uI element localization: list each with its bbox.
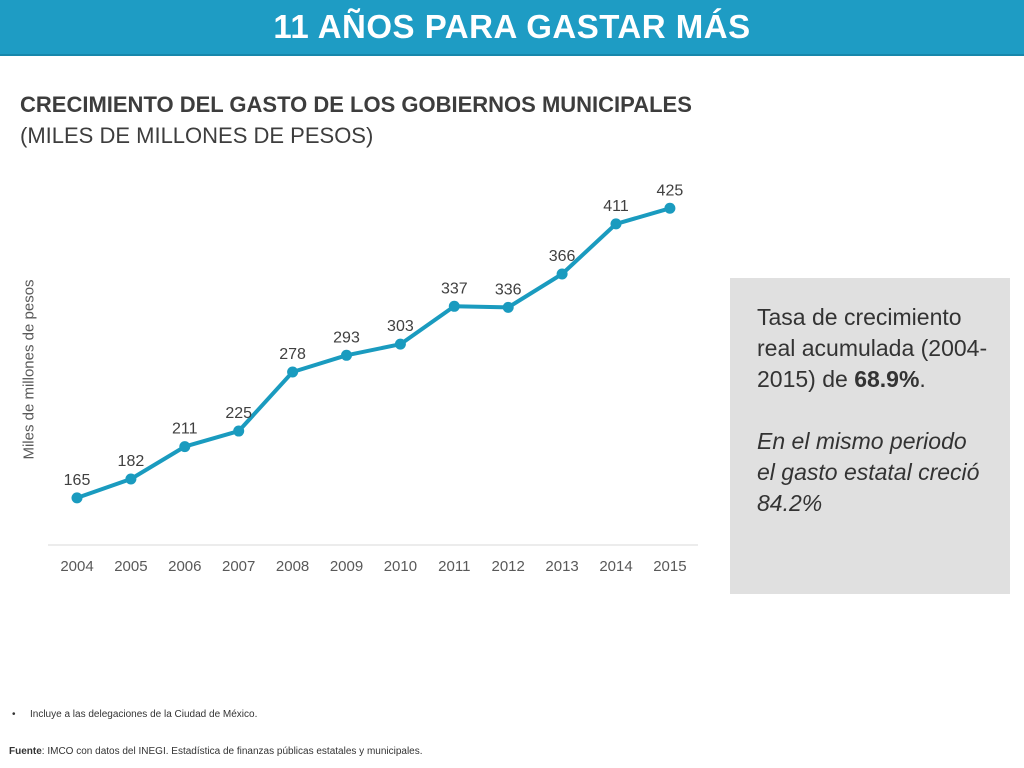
x-tick-2009: 2009 — [330, 558, 363, 575]
x-tick-2013: 2013 — [545, 558, 578, 575]
data-point-2012 — [502, 301, 514, 313]
callout-highlight: 68.9% — [854, 366, 920, 392]
source-text: : IMCO con datos del INEGI. Estadística … — [41, 746, 423, 757]
x-tick-2011: 2011 — [438, 558, 470, 575]
data-point-2008 — [287, 366, 299, 378]
footnote-text: Incluye a las delegaciones de la Ciudad … — [30, 709, 258, 720]
x-tick-2014: 2014 — [599, 558, 632, 575]
x-tick-2012: 2012 — [492, 558, 525, 575]
data-label-2014: 411 — [603, 198, 629, 215]
page-title: 11 AÑOS PARA GASTAR MÁS — [273, 8, 751, 45]
data-label-2009: 293 — [333, 329, 360, 346]
data-label-2006: 211 — [172, 421, 198, 438]
data-label-2010: 303 — [387, 318, 414, 335]
data-point-2009 — [341, 349, 352, 361]
data-point-2005 — [125, 473, 137, 485]
title-banner: 11 AÑOS PARA GASTAR MÁS — [0, 0, 1024, 56]
data-point-2015 — [664, 202, 676, 214]
data-point-2013 — [556, 268, 568, 280]
data-point-2004 — [71, 492, 83, 504]
chart-title: CRECIMIENTO DEL GASTO DE LOS GOBIERNOS M… — [20, 92, 692, 117]
data-label-2007: 225 — [225, 405, 252, 422]
x-tick-2010: 2010 — [384, 558, 417, 575]
data-point-2006 — [179, 441, 191, 453]
data-point-2007 — [233, 425, 245, 437]
x-tick-2004: 2004 — [60, 558, 93, 575]
data-point-2010 — [394, 338, 406, 350]
callout-main-text: Tasa de crecimiento real acumulada (2004… — [757, 302, 990, 395]
data-label-2015: 425 — [657, 182, 684, 199]
source-note: Fuente: IMCO con datos del INEGI. Estadí… — [9, 746, 423, 757]
data-label-2008: 278 — [279, 346, 306, 363]
data-point-2011 — [448, 300, 460, 312]
growth-callout: Tasa de crecimiento real acumulada (2004… — [730, 278, 1010, 594]
data-label-2004: 165 — [64, 472, 91, 489]
footnote-bullet: • — [12, 709, 16, 720]
callout-text-before: Tasa de crecimiento real acumulada (2004… — [757, 304, 988, 392]
source-label: Fuente — [9, 746, 42, 757]
callout-text-after: . — [919, 366, 926, 392]
footnote: • Incluye a las delegaciones de la Ciudad… — [12, 709, 257, 720]
series-line — [76, 206, 671, 500]
x-tick-2005: 2005 — [114, 558, 147, 575]
chart-subtitle: (MILES DE MILLONES DE PESOS) — [20, 123, 374, 148]
x-tick-2007: 2007 — [222, 558, 255, 575]
x-tick-2015: 2015 — [653, 558, 686, 575]
data-label-2005: 182 — [118, 453, 145, 470]
data-label-2011: 337 — [441, 280, 468, 297]
data-label-2012: 336 — [495, 281, 522, 298]
data-point-2014 — [610, 218, 622, 230]
data-label-2013: 366 — [549, 248, 576, 265]
callout-italic-text: En el mismo periodo el gasto estatal cre… — [757, 428, 980, 516]
x-tick-2006: 2006 — [168, 558, 201, 575]
x-tick-2008: 2008 — [276, 558, 309, 575]
